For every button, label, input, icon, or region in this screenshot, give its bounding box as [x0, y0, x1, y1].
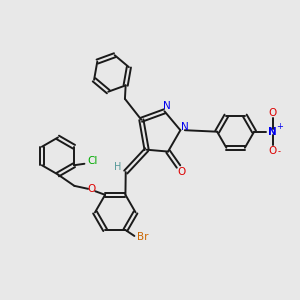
Text: O: O	[177, 167, 186, 177]
Text: Cl: Cl	[88, 156, 98, 167]
Text: O: O	[268, 108, 277, 118]
Text: O: O	[88, 184, 96, 194]
Text: Br: Br	[137, 232, 148, 242]
Text: O: O	[268, 146, 277, 155]
Text: H: H	[114, 162, 121, 172]
Text: +: +	[276, 122, 283, 131]
Text: N: N	[163, 101, 170, 111]
Text: N: N	[268, 127, 277, 137]
Text: -: -	[278, 147, 281, 156]
Text: N: N	[181, 122, 189, 132]
